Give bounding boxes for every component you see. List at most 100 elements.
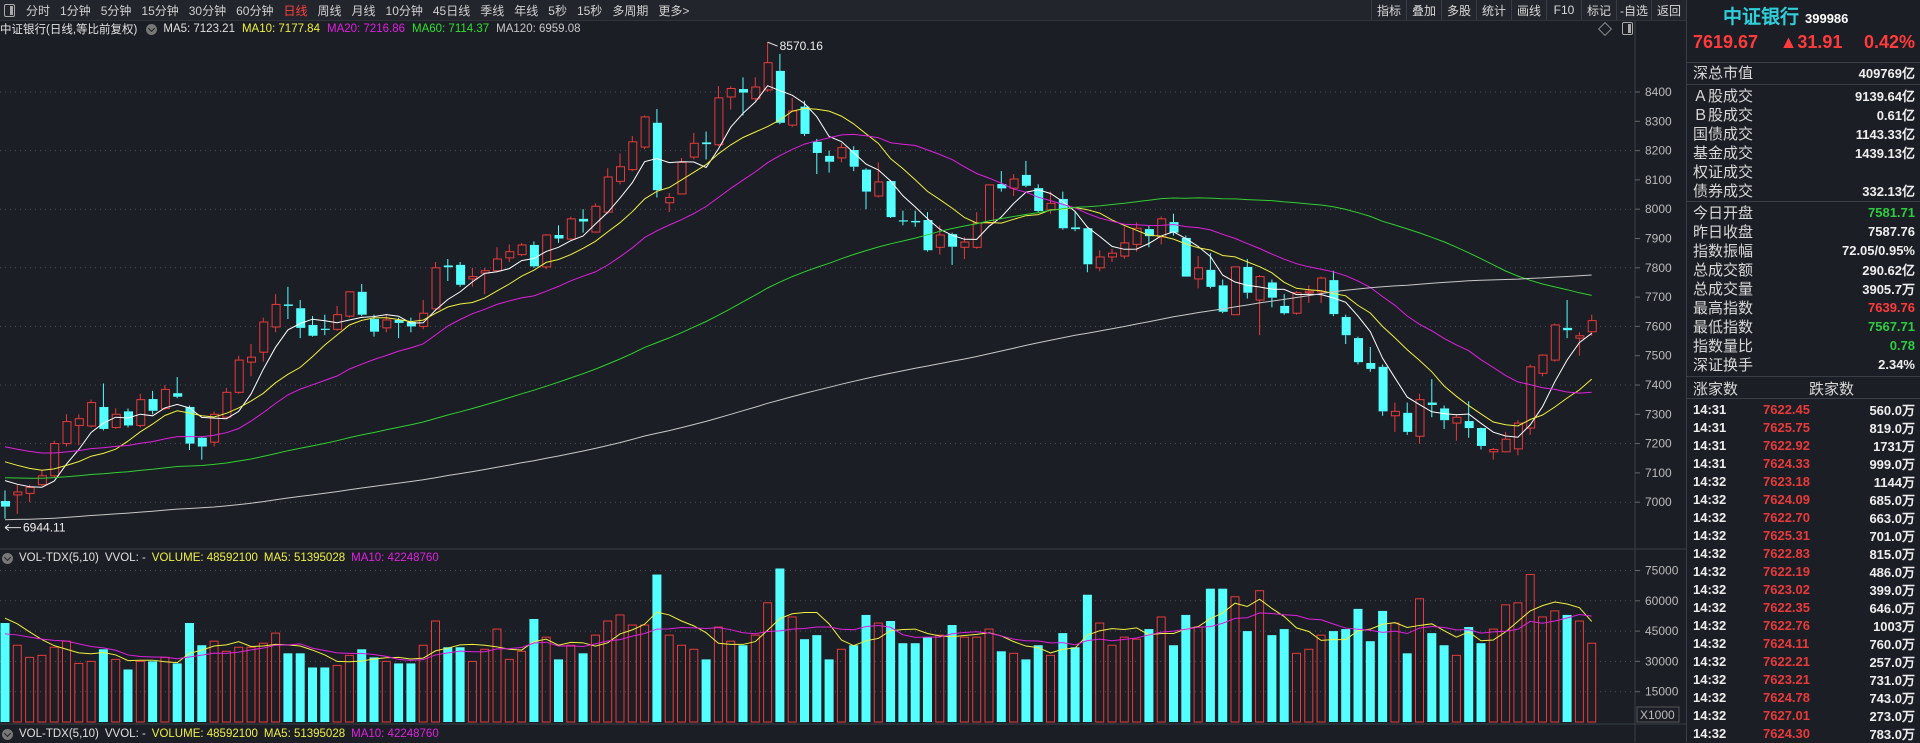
volume-bar (357, 649, 367, 722)
period-tab[interactable]: 月线 (351, 3, 376, 18)
period-tab[interactable]: 5秒 (548, 3, 567, 18)
period-tab[interactable]: 15分钟 (141, 3, 179, 18)
candle-up (566, 218, 576, 240)
candle-down (862, 169, 871, 192)
period-tab[interactable]: 日线 (283, 3, 308, 18)
tool-button[interactable]: 统计 (1476, 0, 1511, 20)
volume-bar (111, 658, 121, 723)
tool-button[interactable]: 叠加 (1406, 0, 1441, 20)
chevron-down-icon[interactable] (146, 23, 158, 35)
tick-time: 14:31 (1693, 455, 1727, 471)
stat-label: 总成交额 (1693, 262, 1754, 279)
tick-price: 7623.21 (1763, 671, 1810, 687)
period-tab[interactable]: 45日线 (432, 3, 471, 18)
period-tab[interactable]: 5分钟 (100, 3, 132, 18)
tick-row: 14:31 7622.92 1731万 (1693, 436, 1915, 454)
candle-up (37, 475, 47, 486)
candle-down (1403, 412, 1413, 432)
tick-row: 14:32 7623.21 731.0万 (1693, 670, 1915, 688)
tick-list[interactable]: 14:31 7622.45 560.0万 14:31 7625.75 819.0万 14:3… (1693, 400, 1915, 742)
candle-down (394, 319, 404, 323)
volume-bar (172, 663, 182, 722)
period-tab[interactable]: 1分钟 (60, 3, 91, 18)
tool-button[interactable]: 返回 (1651, 0, 1686, 20)
candle-down (1071, 227, 1081, 230)
stat-row: 指数量比 0.78 (1693, 336, 1915, 355)
candle-up (677, 161, 687, 195)
volume-bar (443, 647, 453, 722)
index-code: 399986 (1805, 11, 1849, 26)
volume-bar (1058, 633, 1068, 722)
candle-down (1477, 428, 1486, 446)
tool-button[interactable]: F10 (1546, 0, 1581, 20)
candle-up (111, 413, 121, 428)
chevron-down-icon[interactable] (2, 552, 13, 564)
candle-down (1083, 228, 1093, 265)
volume-bar (504, 658, 514, 723)
period-tab[interactable]: 60分钟 (236, 3, 274, 18)
stat-label: 国债成交 (1693, 126, 1754, 143)
period-tab[interactable]: 15秒 (576, 3, 603, 18)
volume-bar (935, 634, 945, 723)
period-tab[interactable]: 周线 (317, 3, 342, 18)
candle-up (468, 276, 478, 280)
volume-bar (1341, 629, 1351, 722)
volume-bar (1365, 641, 1375, 722)
volume-bar (1218, 588, 1228, 722)
candle-up (222, 391, 232, 418)
stat-row: 深证换手 2.34% (1693, 355, 1915, 374)
tool-button[interactable]: -自选 (1616, 0, 1651, 20)
tool-button[interactable]: 指标 (1371, 0, 1406, 20)
volume-bar (1378, 610, 1388, 722)
volume-bar (910, 643, 920, 722)
candle-down (1341, 317, 1351, 336)
tick-volume: 646.0万 (1869, 600, 1915, 616)
period-tab[interactable]: 多周期 (612, 3, 649, 18)
candle-down (702, 142, 712, 145)
volume-bar (98, 649, 108, 722)
candle-up (1157, 218, 1167, 238)
candle-up (13, 491, 23, 496)
stat-value: 332.13亿 (1862, 184, 1915, 199)
tick-time: 14:32 (1693, 473, 1727, 489)
period-tab[interactable]: 更多> (658, 3, 690, 18)
price-tick-label: 7200 (1645, 437, 1672, 451)
volume-bar (566, 644, 576, 723)
period-tab[interactable]: 10分钟 (385, 3, 423, 18)
candle-down (1206, 269, 1216, 287)
diamond-icon[interactable] (1597, 21, 1613, 36)
period-tab[interactable]: 年线 (514, 3, 539, 18)
candle-up (1587, 320, 1597, 333)
candle-down (1464, 421, 1474, 429)
tick-volume: 819.0万 (1869, 420, 1915, 436)
volume-bar (1525, 574, 1535, 723)
tool-button[interactable]: 多股 (1441, 0, 1476, 20)
stat-row: Ｂ股成交 0.61亿 (1693, 105, 1915, 124)
volume-bar (1476, 643, 1486, 722)
volume-bar (750, 634, 760, 723)
candle-down (529, 244, 539, 267)
candle-down (99, 406, 109, 429)
stat-label: 权证成交 (1693, 164, 1754, 181)
volume-bar (1193, 626, 1203, 723)
stat-value: 409769亿 (1858, 66, 1915, 81)
period-tab[interactable]: 分时 (26, 3, 51, 18)
period-tab[interactable]: 季线 (480, 3, 505, 18)
panel-toggle-icon[interactable] (1622, 22, 1633, 35)
price-tick-label: 8200 (1645, 144, 1672, 158)
candle-up (505, 251, 515, 259)
price-tick-label: 7800 (1645, 261, 1672, 275)
period-tab[interactable]: 30分钟 (188, 3, 227, 18)
panel-toggle-icon[interactable] (4, 3, 15, 17)
chevron-down-icon[interactable] (2, 728, 13, 740)
tool-button[interactable]: 标记 (1581, 0, 1616, 20)
candle-down (775, 70, 785, 123)
tick-price: 7624.33 (1763, 455, 1810, 471)
volume-ma10-line (4, 612, 1592, 661)
stat-label: 指数振幅 (1693, 243, 1754, 260)
volume-bar (246, 646, 256, 723)
kline-chart[interactable]: 8400 8300 8200 8100 8000 7900 7800 7700 7600 7500… (0, 0, 1686, 742)
tool-button[interactable]: 画线 (1511, 0, 1546, 20)
volume-bar (1181, 614, 1191, 722)
candle-down (456, 264, 466, 285)
